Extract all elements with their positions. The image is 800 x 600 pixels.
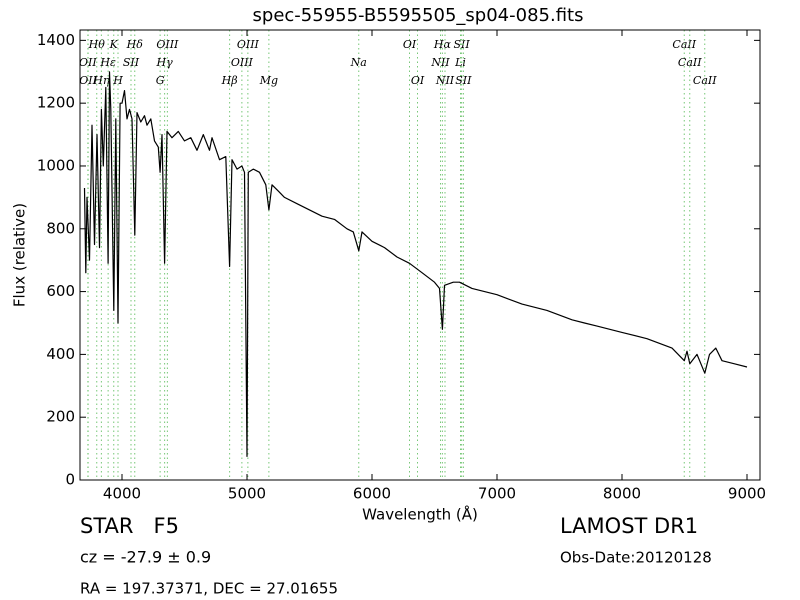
spectral-line-label: CaII <box>693 74 717 87</box>
spectral-line-label: Hη <box>92 74 110 87</box>
y-tick-label: 800 <box>46 219 75 237</box>
data-release: LAMOST DR1 <box>560 514 698 538</box>
x-tick-label: 7000 <box>478 485 516 503</box>
spectral-line-label: Li <box>454 56 466 69</box>
spectral-line-label: Hγ <box>156 56 174 69</box>
spectral-line-label: Hα <box>433 38 452 51</box>
spectral-line-label: OII <box>79 74 97 87</box>
spectral-line-label: CaII <box>678 56 702 69</box>
x-axis-label: Wavelength (Å) <box>362 505 478 524</box>
plot-frame <box>79 29 761 481</box>
spectral-line-label: K <box>109 38 119 51</box>
y-tick-label: 1000 <box>37 156 75 174</box>
spectral-line-label: NII <box>430 56 450 69</box>
spectral-line-label: OIII <box>156 38 179 51</box>
spectral-line-label: OIII <box>231 56 254 69</box>
x-tick-label: 8000 <box>603 485 641 503</box>
obs-date: Obs-Date:20120128 <box>560 549 712 567</box>
spectral-line-label: Na <box>350 56 367 69</box>
redshift: cz = -27.9 ± 0.9 <box>80 548 211 567</box>
spectral-line-label: OIII <box>237 38 260 51</box>
coordinates: RA = 197.37371, DEC = 27.01655 <box>80 580 338 598</box>
spectral-line-label: SII <box>123 56 140 69</box>
spectral-line-label: Mg <box>259 74 278 87</box>
y-tick-label: 400 <box>46 345 75 363</box>
spectral-line-label: Hθ <box>88 38 106 51</box>
y-tick-label: 0 <box>65 471 75 489</box>
chart-title: spec-55955-B5595505_sp04-085.fits <box>253 5 584 26</box>
y-axis-label: Flux (relative) <box>11 203 29 307</box>
spectral-line-label: SII <box>455 74 472 87</box>
x-tick-label: 9000 <box>728 485 766 503</box>
spectral-line-label: G <box>156 74 165 87</box>
y-tick-label: 1400 <box>37 31 75 49</box>
y-tick-label: 1200 <box>37 94 75 112</box>
object-class: STAR F5 <box>80 514 179 538</box>
x-tick-label: 6000 <box>353 485 391 503</box>
x-tick-label: 5000 <box>228 485 266 503</box>
spectral-line-label: Hβ <box>221 74 238 87</box>
spectral-line-label: OI <box>403 38 417 51</box>
spectral-line-label: Hε <box>99 56 116 69</box>
y-tick-label: 200 <box>46 408 75 426</box>
spectrum-line <box>83 71 748 457</box>
spectral-line-label: H <box>112 74 123 87</box>
spectral-line-label: NII <box>435 74 455 87</box>
y-tick-label: 600 <box>46 282 75 300</box>
spectral-line-label: SII <box>454 38 471 51</box>
spectral-line-label: Hδ <box>126 38 144 51</box>
spectral-line-label: OI <box>411 74 425 87</box>
spectral-line-label: CaII <box>672 38 696 51</box>
x-tick-label: 4000 <box>103 485 141 503</box>
